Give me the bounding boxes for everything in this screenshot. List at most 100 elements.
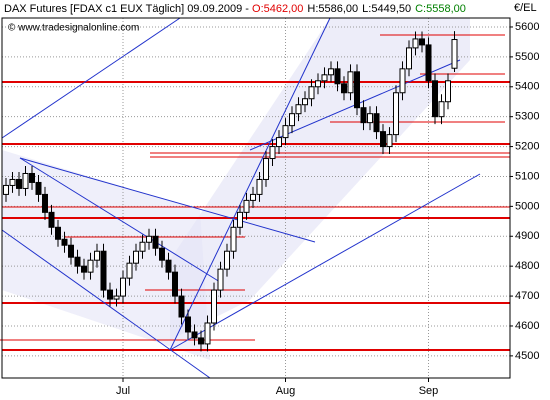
trend-line (1, 17, 181, 139)
trend-line (19, 157, 221, 283)
candle-body (380, 131, 386, 148)
y-tick-label: 5300 (515, 111, 539, 123)
candle-body (347, 71, 354, 94)
candle-body (74, 256, 81, 267)
candle-body (178, 295, 185, 318)
candle-body (269, 146, 276, 160)
candle-body (107, 289, 113, 300)
plot-frame (1, 17, 511, 379)
candle-body (393, 92, 399, 136)
chart-title: DAX Futures [FDAX c1 EUX Täglich] 09.09.… (4, 3, 466, 15)
candle-body (451, 39, 458, 69)
candle-body (302, 98, 308, 106)
candle-body (341, 83, 347, 94)
x-tick-label: Jul (116, 385, 130, 397)
y-tick-label: 4900 (515, 230, 539, 242)
candle-body (81, 265, 87, 273)
candle-body (321, 74, 328, 82)
candle-body (211, 289, 217, 324)
y-tick-label: 5500 (515, 51, 539, 63)
trend-line (1, 229, 211, 379)
candle-body (3, 184, 9, 195)
candle-body (185, 316, 191, 333)
candle-body (289, 113, 295, 127)
watermark: © www.tradesignalonline.com (8, 23, 139, 34)
x-tick-label: Aug (276, 385, 296, 397)
candle-body (100, 250, 107, 291)
candle-body (334, 68, 341, 85)
candle-body (68, 244, 74, 258)
candle-body (172, 271, 178, 297)
candle-body (55, 226, 61, 240)
candle-body (126, 262, 133, 279)
candle-body (243, 199, 250, 213)
title-main: DAX Futures [FDAX c1 EUX Täglich] 09.09.… (4, 3, 252, 15)
candle-body (87, 259, 94, 273)
candle-body (315, 80, 321, 88)
candle-body (165, 259, 172, 273)
candle-body (159, 247, 165, 261)
candle-body (276, 137, 282, 148)
title-value: C:5558,00 (415, 3, 466, 15)
candle-body (42, 193, 48, 213)
y-tick-label: 4800 (515, 260, 539, 272)
candle-body (9, 178, 16, 186)
candle-body (113, 295, 120, 300)
candle-body (373, 113, 380, 133)
candle-body (94, 250, 100, 261)
candle-body (16, 178, 22, 189)
candle-body (250, 193, 256, 201)
x-tick-label: Sep (419, 385, 439, 397)
candle-body (133, 250, 139, 264)
candle-body (360, 107, 367, 124)
y-tick-label: 4600 (515, 320, 539, 332)
trend-line (169, 17, 331, 351)
title-value: H:5586,00 (307, 3, 358, 15)
candle-body (425, 44, 432, 82)
candle-body (399, 68, 406, 94)
candle-body (354, 71, 360, 109)
y-tick-label: 5600 (515, 21, 539, 33)
candle-body (237, 211, 243, 228)
candle-body (256, 178, 263, 195)
title-value: O:5462,00 (252, 3, 303, 15)
y-tick-label: 5100 (515, 170, 539, 182)
candle-body (406, 47, 412, 70)
candle-body (445, 80, 451, 103)
candle-body (438, 101, 445, 118)
candles (3, 31, 458, 352)
y-tick-label: 4500 (515, 350, 539, 362)
y-axis-label: €/EL (514, 2, 537, 14)
y-tick-label: 5000 (515, 200, 539, 212)
candle-body (263, 158, 269, 180)
trend-line (169, 173, 481, 351)
candle-body (61, 238, 68, 246)
candle-body (198, 337, 204, 345)
candle-body (204, 322, 211, 345)
title-value: L:5449,50 (362, 3, 411, 15)
candle-body (120, 277, 126, 297)
candle-body (308, 86, 315, 100)
candle-body (419, 38, 425, 46)
candle-body (367, 113, 373, 124)
candle-body (217, 268, 224, 291)
candle-body (35, 181, 42, 195)
candle-body (48, 211, 55, 228)
candle-body (224, 250, 230, 270)
candle-body (29, 172, 35, 183)
candle-body (432, 80, 438, 118)
candle-body (295, 104, 302, 115)
candle-body (386, 134, 393, 148)
candle-body (282, 125, 289, 139)
title-values: O:5462,00 H:5586,00 L:5449,50 C:5558,00 (252, 3, 466, 15)
candle-body (230, 226, 237, 252)
trend-line (19, 157, 316, 243)
candle-body (139, 241, 146, 252)
y-tick-label: 5200 (515, 140, 539, 152)
candle-body (146, 235, 152, 243)
y-tick-label: 5400 (515, 81, 539, 93)
candle-body (328, 68, 334, 76)
drawings (0, 17, 510, 379)
candle-body (412, 38, 419, 49)
